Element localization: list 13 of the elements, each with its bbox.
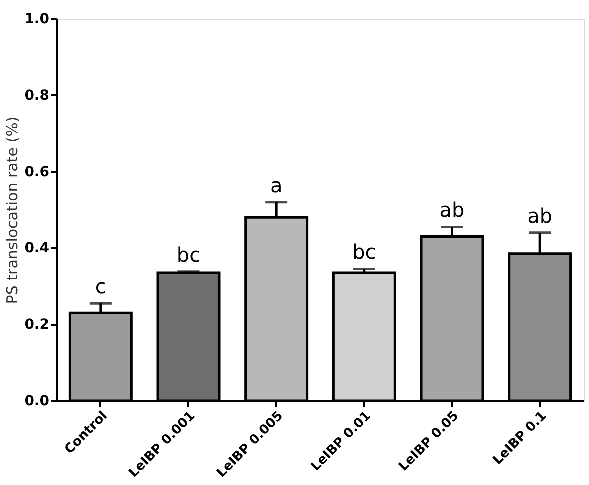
- annotation: bc: [352, 240, 376, 264]
- annotation: c: [95, 274, 106, 299]
- y-tick-label: 0.6: [24, 164, 50, 180]
- y-tick-label: 1.0: [24, 12, 50, 28]
- annotation: bc: [176, 242, 201, 267]
- y-tick-label: 0.4: [24, 240, 50, 257]
- y-tick-label: 0.8: [24, 88, 50, 104]
- annotation: ab: [440, 198, 465, 222]
- annotation: ab: [528, 204, 553, 228]
- y-axis-title: PS translocation rate (%): [4, 116, 22, 304]
- y-tick-label: 0.2: [24, 317, 50, 334]
- annotation: a: [270, 173, 283, 198]
- y-tick-label: 0.0: [24, 394, 50, 410]
